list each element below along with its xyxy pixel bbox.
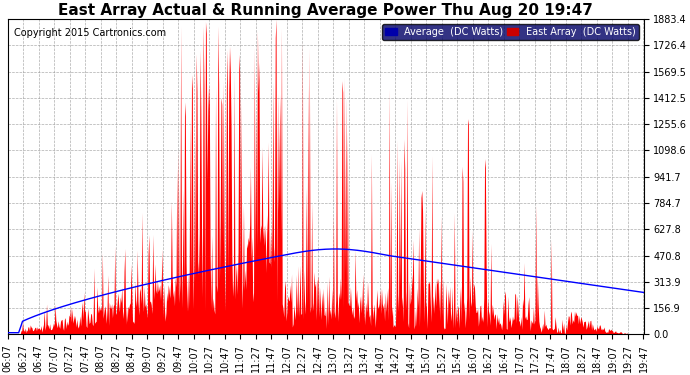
Legend: Average  (DC Watts), East Array  (DC Watts): Average (DC Watts), East Array (DC Watts… [382, 24, 639, 40]
Title: East Array Actual & Running Average Power Thu Aug 20 19:47: East Array Actual & Running Average Powe… [58, 3, 593, 18]
Text: Copyright 2015 Cartronics.com: Copyright 2015 Cartronics.com [14, 28, 166, 38]
